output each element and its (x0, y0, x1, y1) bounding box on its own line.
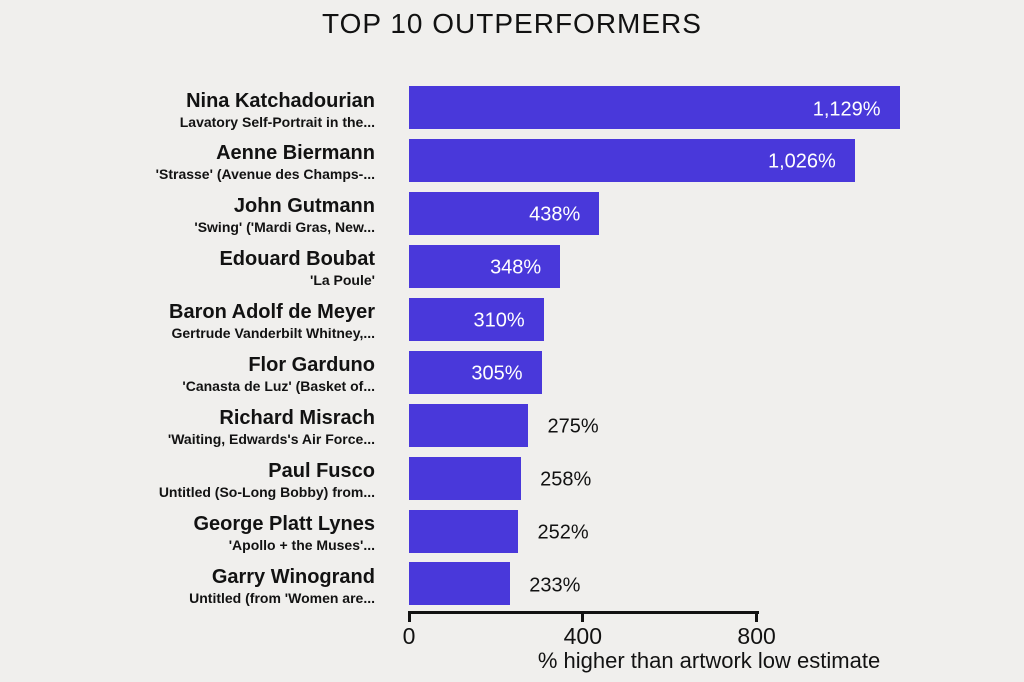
artist-name: Richard Misrach (219, 407, 375, 430)
chart-title: TOP 10 OUTPERFORMERS (322, 8, 702, 39)
artwork-title: Lavatory Self-Portrait in the... (179, 113, 375, 130)
artwork-title: Untitled (So-Long Bobby) from... (158, 484, 375, 501)
bar (409, 403, 529, 447)
x-axis-tick-label: 400 (563, 623, 602, 649)
artwork-title: 'La Poule' (309, 272, 375, 289)
artist-label-block: Garry Winogrand Untitled (from 'Women ar… (189, 565, 375, 607)
bar (409, 456, 522, 500)
x-axis-tick (581, 611, 585, 622)
artwork-title: 'Apollo + the Muses'... (228, 537, 375, 554)
artist-name: Edouard Boubat (219, 248, 375, 271)
bar (409, 86, 900, 129)
artwork-title: Untitled (from 'Women are... (189, 589, 375, 606)
bar-value-label: 275% (547, 415, 599, 438)
bar (409, 509, 519, 553)
artist-label-block: Edouard Boubat 'La Poule' (219, 247, 375, 289)
artwork-title: 'Waiting, Edwards's Air Force... (167, 431, 375, 448)
artist-name: Baron Adolf de Meyer (169, 301, 375, 324)
bar-value-label: 258% (540, 468, 592, 491)
bar (409, 138, 855, 182)
artwork-title: Gertrude Vanderbilt Whitney,... (171, 325, 375, 342)
artist-label-block: Flor Garduno 'Canasta de Luz' (Basket of… (182, 353, 375, 395)
bar-value-label: 310% (473, 309, 525, 332)
x-axis-tick (755, 611, 759, 622)
bar (409, 191, 600, 235)
bar (409, 562, 511, 606)
artwork-title: 'Strasse' (Avenue des Champs-... (155, 166, 375, 183)
bar-value-label: 348% (490, 256, 542, 279)
bar (409, 244, 561, 288)
bar (409, 350, 542, 394)
artwork-title: 'Swing' ('Mardi Gras, New... (194, 219, 375, 236)
x-axis-tick-label: 800 (737, 623, 776, 649)
bar-value-label: 233% (529, 574, 581, 597)
artwork-title: 'Canasta de Luz' (Basket of... (182, 378, 375, 395)
artist-name: Garry Winogrand (211, 565, 375, 588)
artist-label-block: Baron Adolf de Meyer Gertrude Vanderbilt… (169, 300, 375, 342)
bar (409, 297, 544, 341)
artist-name: Paul Fusco (268, 460, 375, 483)
artist-label-block: George Platt Lynes 'Apollo + the Muses'.… (193, 512, 375, 554)
bar-value-label: 252% (537, 521, 589, 544)
artist-label-block: Nina Katchadourian Lavatory Self-Portrai… (180, 89, 375, 131)
artist-label-block: Paul Fusco Untitled (So-Long Bobby) from… (159, 459, 375, 501)
artist-label-block: Richard Misrach 'Waiting, Edwards's Air … (168, 406, 375, 448)
bar-value-label: 1,129% (812, 98, 881, 120)
artist-name: John Gutmann (233, 195, 375, 218)
artist-label-block: Aenne Biermann 'Strasse' (Avenue des Cha… (156, 141, 375, 183)
artist-name: George Platt Lynes (193, 513, 375, 536)
bar-value-label: 305% (471, 362, 523, 385)
artist-name: Flor Garduno (248, 354, 375, 377)
x-axis-tick (407, 611, 411, 622)
artist-name: Aenne Biermann (216, 142, 375, 165)
bar-value-label: 438% (529, 203, 581, 226)
artist-name: Nina Katchadourian (186, 89, 375, 112)
x-axis-tick-label: 0 (402, 623, 416, 649)
bar-value-label: 1,026% (767, 150, 836, 173)
artist-label-block: John Gutmann 'Swing' ('Mardi Gras, New..… (194, 194, 375, 236)
x-axis-label: % higher than artwork low estimate (537, 648, 881, 673)
